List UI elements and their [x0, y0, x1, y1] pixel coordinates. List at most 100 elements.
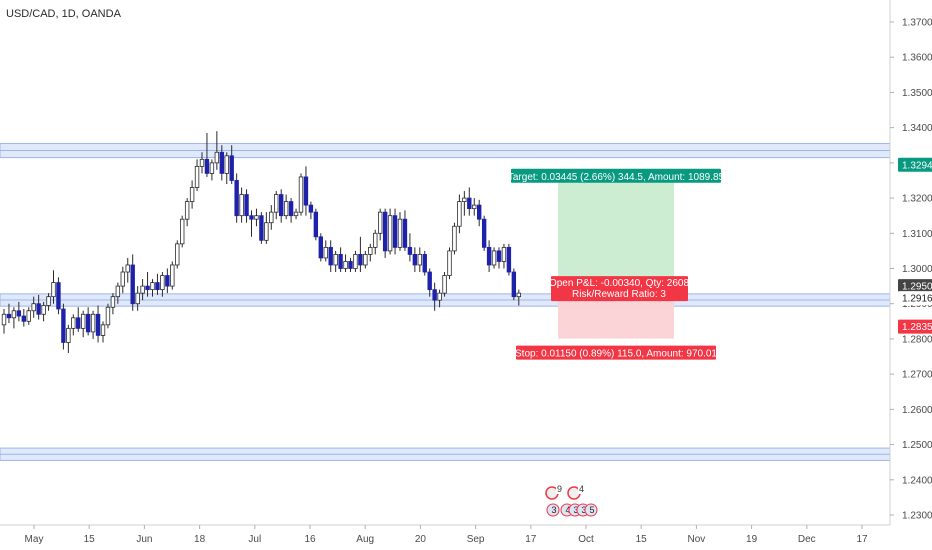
- candle-body: [382, 211, 388, 252]
- event-count-bg: [556, 485, 563, 494]
- candle-body: [145, 285, 150, 291]
- price-tick-label: 1.23000: [902, 511, 932, 522]
- price-badge: [898, 319, 932, 334]
- price-tick-label: 1.35000: [902, 88, 932, 99]
- price-badge-label: 1.32945: [902, 160, 932, 171]
- candle-body: [26, 310, 31, 322]
- candle-body: [422, 254, 427, 273]
- candle-body: [239, 194, 244, 217]
- event-flag-icon[interactable]: [584, 503, 598, 517]
- candle-body: [184, 201, 190, 220]
- candle-body: [491, 250, 497, 266]
- time-tick-label: 15: [84, 534, 96, 545]
- candle-body: [452, 225, 457, 252]
- candle-body: [51, 282, 56, 298]
- candle-body: [377, 211, 383, 234]
- candle-body: [343, 261, 348, 269]
- candle-body: [437, 292, 442, 301]
- candle-body: [348, 261, 353, 269]
- candle-body: [16, 310, 22, 317]
- candle-body: [31, 303, 36, 312]
- candle-body: [46, 296, 51, 306]
- event-count: 3: [551, 505, 556, 515]
- time-tick-label: Sep: [467, 534, 485, 545]
- price-tick-label: 1.32000: [902, 194, 932, 205]
- price-badge: [898, 157, 932, 172]
- candle-body: [397, 218, 403, 248]
- candle-body: [189, 187, 195, 202]
- candle-body: [165, 275, 170, 287]
- price-badge-label: 1.28350: [902, 322, 932, 333]
- candle-body: [278, 194, 284, 217]
- time-tick-label: 20: [415, 534, 427, 545]
- candle-body: [244, 194, 249, 217]
- time-tick-label: 17: [856, 534, 868, 545]
- candle-body: [179, 218, 185, 245]
- candle-body: [506, 246, 512, 273]
- candle-body: [160, 275, 165, 291]
- candle-body: [209, 162, 215, 174]
- candle-body: [155, 282, 160, 291]
- candle-body: [308, 204, 314, 213]
- time-tick-label: 15: [636, 534, 648, 545]
- event-count: 3: [573, 505, 578, 515]
- price-tick-label: 1.36000: [902, 53, 932, 64]
- candle-body: [412, 254, 418, 266]
- candle-body: [125, 264, 130, 273]
- candle-body: [6, 313, 12, 319]
- candle-body: [110, 296, 116, 308]
- candle-body: [407, 246, 413, 255]
- candle-body: [318, 236, 323, 259]
- position-loss-area[interactable]: [558, 298, 674, 339]
- candle-body: [283, 201, 289, 217]
- price-axis[interactable]: 1.370001.360001.350001.340001.330001.320…: [889, 0, 932, 525]
- price-tick-label: 1.27000: [902, 370, 932, 381]
- candle-body: [427, 271, 432, 291]
- candle-body: [194, 165, 200, 188]
- candle-body: [120, 271, 125, 287]
- candle-body: [224, 155, 229, 174]
- time-tick-label: Nov: [688, 534, 706, 545]
- price-tick-label: 1.26000: [902, 405, 932, 416]
- price-tick-label: 1.25000: [902, 440, 932, 451]
- candle-body: [293, 211, 299, 217]
- candle-body: [323, 246, 328, 259]
- candle-body: [392, 215, 398, 248]
- time-tick-label: 17: [525, 534, 537, 545]
- candle-body: [71, 317, 76, 329]
- time-tick-label: 18: [194, 534, 206, 545]
- time-tick-label: 19: [746, 534, 758, 545]
- candle-body: [501, 246, 507, 262]
- candle-body: [204, 158, 210, 174]
- candle-body: [254, 215, 259, 220]
- pnl-label-box: [551, 276, 688, 302]
- time-tick-label: May: [25, 534, 44, 545]
- event-count: 4: [565, 505, 570, 515]
- candle-body: [328, 246, 333, 266]
- price-tick-label: 1.24000: [902, 475, 932, 486]
- time-axis[interactable]: May 15 Jun 18 Jul 16 Aug 20 Sep 17 Oct 15 Nov 19 Dec 17: [0, 524, 890, 545]
- candle-body: [511, 271, 517, 298]
- candle-body: [516, 292, 521, 298]
- pnl-label: Open P&L: -0.00340, Qty: 2608: [549, 278, 690, 289]
- candle-body: [135, 292, 140, 305]
- candle-body: [90, 313, 96, 333]
- candle-body: [150, 282, 155, 291]
- candle-body: [140, 285, 145, 294]
- candle-body: [199, 158, 205, 167]
- long-position-tool[interactable]: Target: 0.03445 (2.66%) 344.5, Amount: 1…: [508, 168, 725, 360]
- candle-body: [66, 327, 71, 343]
- target-label: Target: 0.03445 (2.66%) 344.5, Amount: 1…: [508, 172, 725, 183]
- time-tick-label: Oct: [578, 534, 594, 545]
- candle-body: [95, 313, 101, 336]
- candle-body: [486, 246, 492, 266]
- risk-reward-label: Risk/Reward Ratio: 3: [572, 289, 666, 300]
- event-markers[interactable]: 9 43 4 3 3 5: [545, 484, 598, 517]
- candle-body: [229, 155, 234, 181]
- candle-body: [214, 151, 220, 164]
- event-count: 9: [557, 484, 562, 494]
- candle-body: [353, 254, 358, 269]
- candle-body: [11, 310, 17, 319]
- candle-body: [130, 264, 135, 305]
- event-flag-icon[interactable]: [546, 503, 560, 517]
